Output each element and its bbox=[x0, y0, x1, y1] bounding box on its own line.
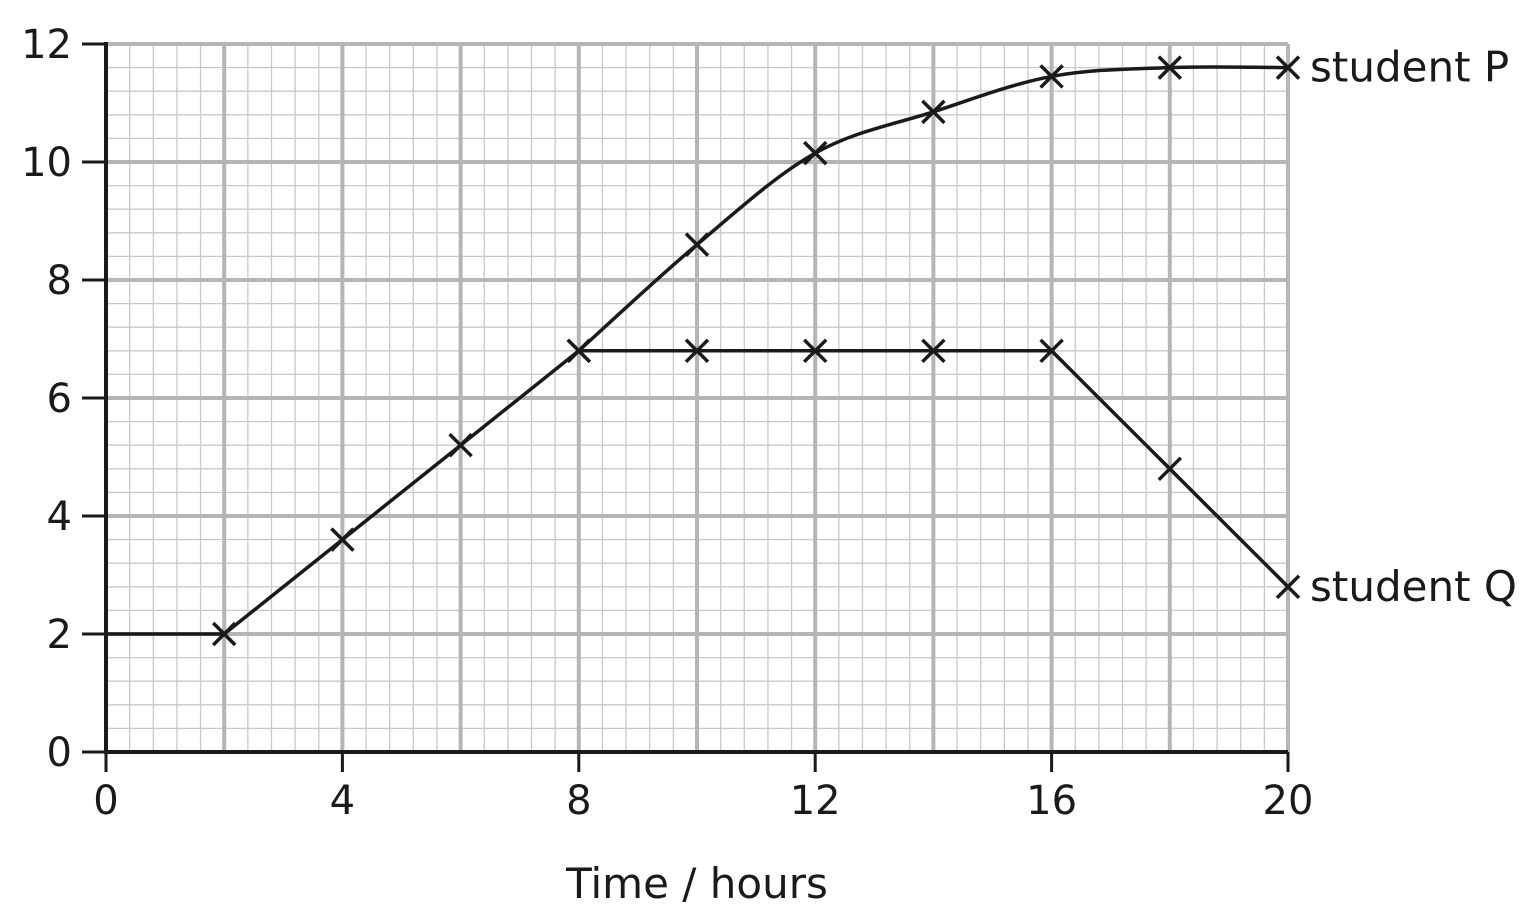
x-tick-label: 8 bbox=[566, 778, 591, 824]
data-point-student-q bbox=[684, 338, 710, 364]
data-point-student-p bbox=[448, 432, 473, 458]
data-point-student-p bbox=[1039, 64, 1064, 89]
data-point-student-q bbox=[1275, 574, 1301, 600]
data-point-student-p bbox=[802, 140, 828, 166]
x-tick-label: 4 bbox=[330, 778, 355, 824]
series-label-student-q: student Q bbox=[1310, 562, 1517, 611]
data-point-student-q bbox=[566, 338, 592, 364]
data-point-student-p bbox=[1275, 55, 1301, 80]
y-tick-label: 2 bbox=[47, 612, 72, 658]
data-point-student-p bbox=[211, 621, 237, 647]
y-tick-label: 0 bbox=[47, 730, 72, 776]
tick-labels: 0 2 4 6 8 10 12 0 4 8 12 16 20 bbox=[21, 22, 1313, 824]
series-labels: student P student Q bbox=[1310, 43, 1517, 611]
y-tick-label: 10 bbox=[21, 140, 72, 186]
x-axis-label: Time / hours bbox=[565, 859, 828, 908]
series-label-student-p: student P bbox=[1310, 43, 1509, 92]
x-tick-label: 20 bbox=[1263, 778, 1314, 824]
data-point-student-q bbox=[802, 338, 828, 364]
y-tick-label: 6 bbox=[47, 376, 72, 422]
data-point-student-p bbox=[330, 527, 355, 552]
data-point-student-q bbox=[1039, 338, 1064, 364]
data-point-student-q bbox=[921, 338, 946, 364]
y-tick-label: 8 bbox=[47, 258, 72, 304]
data-point-student-p bbox=[684, 232, 710, 257]
y-tick-label: 4 bbox=[47, 494, 72, 540]
x-tick-label: 12 bbox=[790, 778, 841, 824]
data-point-student-p bbox=[1157, 55, 1183, 80]
x-tick-label: 16 bbox=[1026, 778, 1077, 824]
markers bbox=[211, 55, 1301, 647]
grid bbox=[104, 42, 1290, 754]
x-tick-label: 0 bbox=[93, 778, 118, 824]
series-line-student-p bbox=[106, 65, 1289, 636]
data-point-student-p bbox=[921, 99, 946, 125]
data-point-student-q bbox=[1157, 456, 1183, 482]
y-tick-label: 12 bbox=[21, 22, 72, 68]
